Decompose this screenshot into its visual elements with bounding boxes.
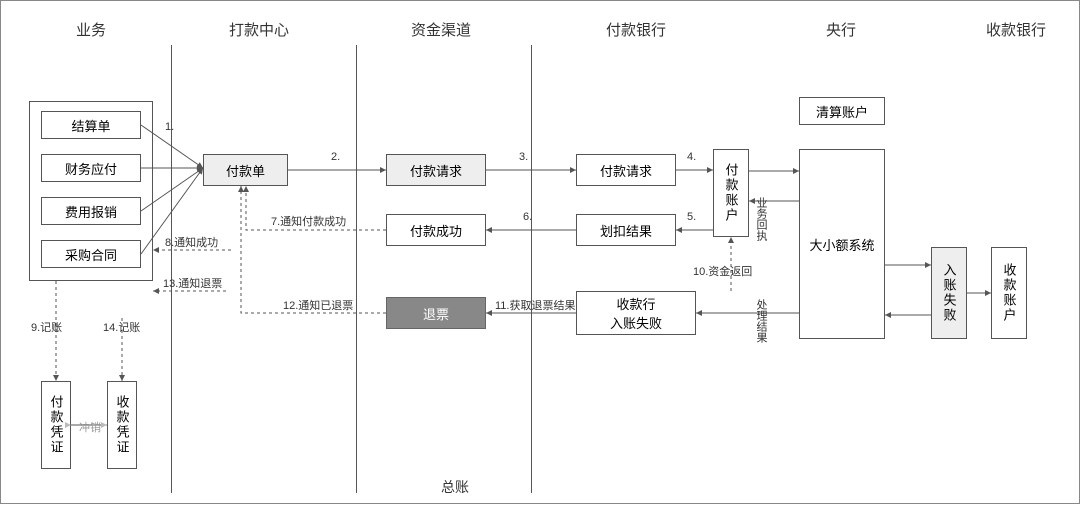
- edge-label-e1: 1.: [165, 121, 174, 133]
- node-purchase: 采购合同: [41, 240, 141, 268]
- node-paysucc: 付款成功: [386, 214, 486, 246]
- edge-label-e6: 6.: [523, 211, 532, 223]
- col-header-rcvbank: 收款银行: [986, 19, 1046, 40]
- node-sys: 大小额系统: [799, 149, 885, 339]
- node-payacct: 付款账户: [713, 149, 749, 237]
- edge-label-e13: 13.通知退票: [163, 275, 222, 291]
- node-payorder: 付款单: [203, 154, 288, 186]
- divider-fundch: [531, 45, 532, 493]
- edge-label-e8: 8.通知成功: [165, 234, 218, 250]
- col-header-biz: 业务: [76, 19, 106, 40]
- node-payvoucher: 付款凭证: [41, 381, 71, 469]
- edge-label-e10: 10.资金返回: [693, 263, 752, 279]
- node-deduct: 划扣结果: [576, 214, 676, 246]
- edge-label-e2: 2.: [331, 151, 340, 163]
- edge-label-e12: 12.通知已退票: [283, 297, 353, 313]
- divider-paycen: [356, 45, 357, 493]
- edge-label-e7: 7.通知付款成功: [271, 213, 346, 229]
- edge-label-e16: 处理结果: [753, 299, 769, 343]
- col-header-paycen: 打款中心: [229, 19, 289, 40]
- edge-label-e4: 4.: [687, 151, 696, 163]
- node-settle: 结算单: [41, 111, 141, 139]
- divider-biz: [171, 45, 172, 493]
- col-header-cbank: 央行: [826, 19, 856, 40]
- node-inacctfail: 入账失败: [931, 247, 967, 339]
- col-header-paybank: 付款银行: [606, 19, 666, 40]
- flowchart-canvas: 业务打款中心资金渠道付款银行央行收款银行结算单财务应付费用报销采购合同付款单付款…: [0, 0, 1080, 504]
- edge-label-e3: 3.: [519, 151, 528, 163]
- footer-label: 总账: [441, 477, 469, 497]
- col-header-fundch: 资金渠道: [411, 19, 471, 40]
- node-refund: 退票: [386, 297, 486, 329]
- node-rcvbankfail: 收款行入账失败: [576, 291, 696, 335]
- edge-label-e5: 5.: [687, 211, 696, 223]
- node-clearacct: 清算账户: [799, 97, 885, 125]
- node-payreq2: 付款请求: [576, 154, 676, 186]
- edge-label-e9: 9.记账: [31, 319, 62, 335]
- node-rcvvoucher: 收款凭证: [107, 381, 137, 469]
- edge-label-e14: 14.记账: [103, 319, 140, 335]
- edge-label-e15: 业务回执: [753, 197, 769, 241]
- node-payreq1: 付款请求: [386, 154, 486, 186]
- edge-label-e21: 冲销: [79, 419, 101, 435]
- node-ap: 财务应付: [41, 154, 141, 182]
- node-expense: 费用报销: [41, 197, 141, 225]
- node-rcvacct: 收款账户: [991, 247, 1027, 339]
- edge-label-e11: 11.获取退票结果: [495, 297, 575, 313]
- arrows-layer: [1, 1, 1080, 505]
